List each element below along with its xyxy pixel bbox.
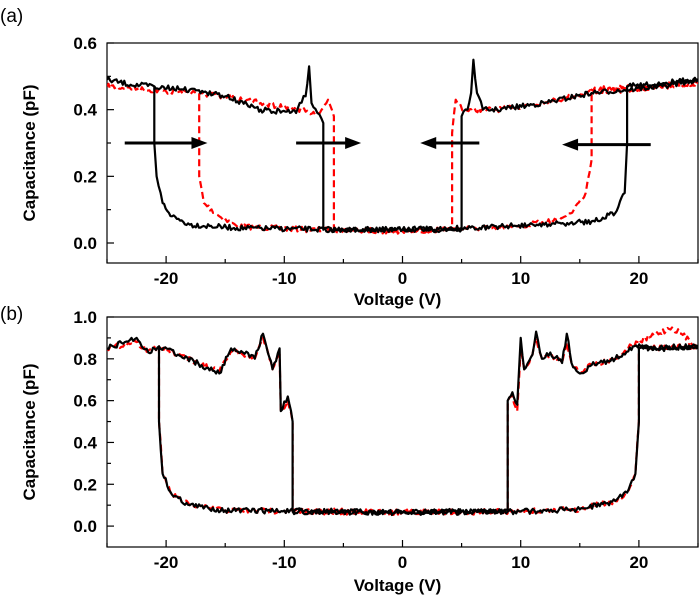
x-tick-label: 0 — [398, 553, 407, 572]
y-tick-label: 0.2 — [73, 475, 97, 494]
arrow-left-icon — [420, 137, 437, 149]
series-line-black-solid — [107, 58, 698, 234]
arrow-right-icon — [345, 137, 362, 149]
panel-label: (b) — [0, 304, 23, 325]
x-tick-label: 20 — [629, 269, 648, 288]
x-tick-label: -20 — [154, 553, 179, 572]
x-axis-label: Voltage (V) — [354, 290, 442, 309]
arrow-left-icon — [562, 138, 579, 151]
y-tick-label: 0.6 — [73, 34, 97, 53]
series-line-red-dashed — [107, 79, 698, 235]
y-tick-label: 1.0 — [73, 308, 97, 327]
panel-b: (b) -20 -10 0 10 20 0.0 0.2 0.4 0.6 0.8 1.0 Voltage … — [0, 304, 699, 595]
y-tick-label: 0.0 — [73, 234, 97, 253]
y-tick-label: 0.4 — [73, 433, 97, 452]
x-tick-label: 20 — [629, 553, 648, 572]
x-tick-label: 10 — [511, 553, 530, 572]
y-tick-label: 0.0 — [73, 517, 97, 536]
y-tick-label: 0.8 — [73, 350, 97, 369]
series-line-red-dashed — [107, 326, 698, 516]
series-line-black-solid — [107, 330, 698, 517]
x-tick-label: 0 — [398, 269, 407, 288]
arrow-right-icon — [191, 137, 208, 149]
y-tick-label: 0.6 — [73, 392, 97, 411]
x-tick-label: -10 — [272, 553, 297, 572]
panel-a: (a) -20 -10 0 10 20 0.0 0.2 0.4 0.6 Voltage (V) Cap… — [0, 6, 699, 309]
x-tick-label: -10 — [272, 269, 297, 288]
x-tick-label: -20 — [154, 269, 179, 288]
y-tick-label: 0.4 — [73, 101, 97, 120]
x-axis-label: Voltage (V) — [354, 576, 442, 595]
x-tick-label: 10 — [511, 269, 530, 288]
panel-label: (a) — [0, 6, 23, 27]
y-axis-label: Capacitance (pF) — [20, 364, 39, 501]
y-axis-label: Capacitance (pF) — [20, 85, 39, 222]
y-tick-label: 0.2 — [73, 167, 97, 186]
